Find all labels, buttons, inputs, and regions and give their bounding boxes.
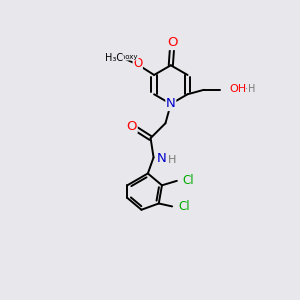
Text: H₃C: H₃C xyxy=(105,53,123,63)
Text: N: N xyxy=(157,152,167,164)
Text: methoxy: methoxy xyxy=(108,54,138,60)
Text: O: O xyxy=(133,58,142,70)
Text: O: O xyxy=(168,37,178,50)
Text: N: N xyxy=(166,98,176,110)
Text: Cl: Cl xyxy=(178,200,190,213)
Text: ·H: ·H xyxy=(244,84,255,94)
Text: Cl: Cl xyxy=(183,174,194,188)
Text: OH: OH xyxy=(230,84,247,94)
Text: O: O xyxy=(127,120,137,133)
Text: H: H xyxy=(168,155,176,165)
